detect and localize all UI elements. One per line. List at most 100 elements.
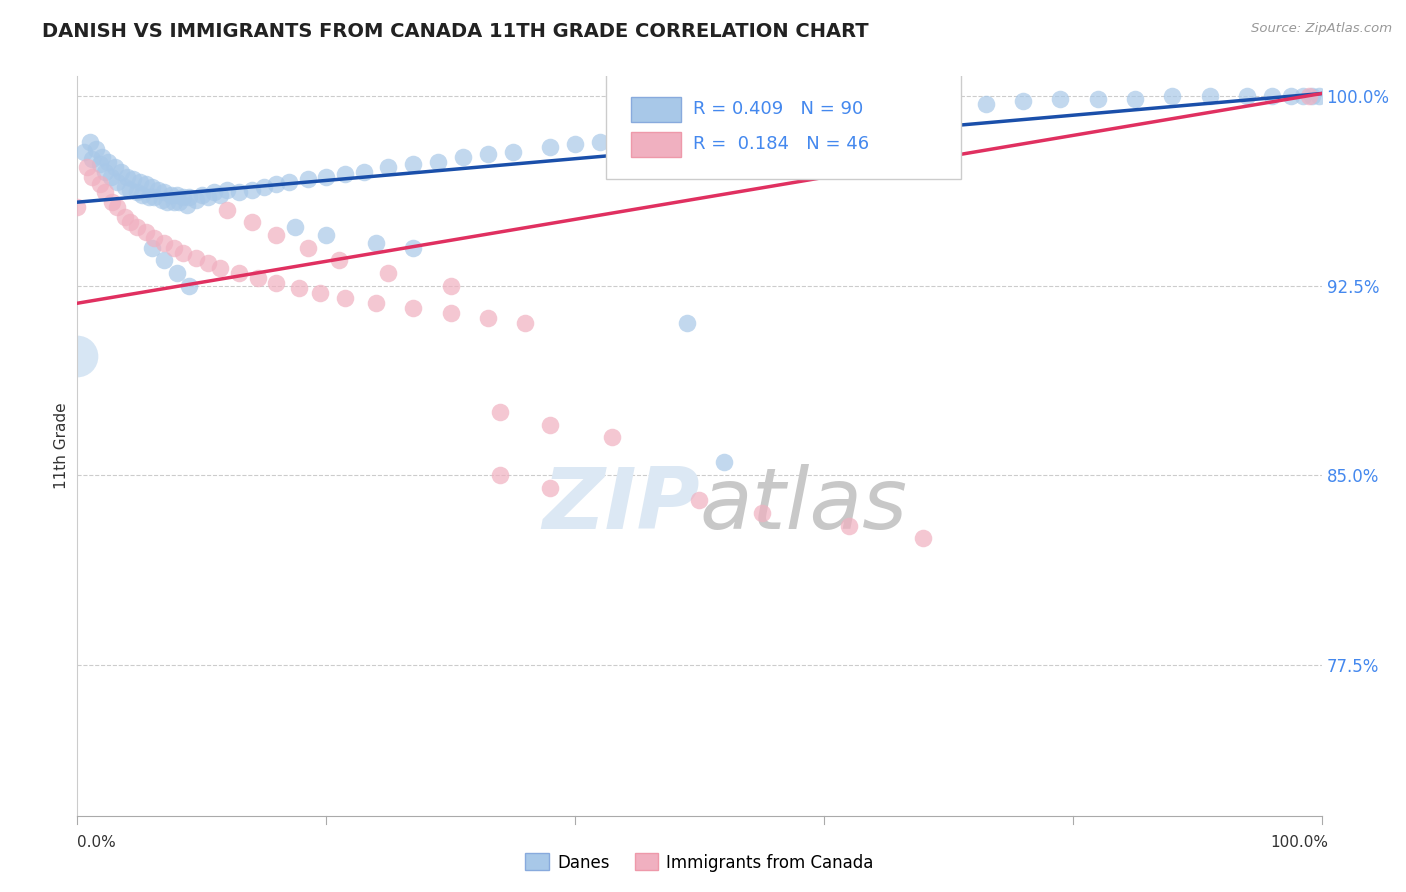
Point [89, 178, 111, 192]
Point [851, 106, 873, 120]
Text: DANISH VS IMMIGRANTS FROM CANADA 11TH GRADE CORRELATION CHART: DANISH VS IMMIGRANTS FROM CANADA 11TH GR… [42, 22, 869, 41]
Point [240, 182, 263, 196]
Point [228, 266, 250, 280]
Point [602, 430, 624, 444]
Point [215, 182, 238, 196]
Point [689, 493, 711, 508]
Point [84, 142, 107, 156]
Point [333, 167, 356, 181]
Point [184, 251, 207, 265]
Point [118, 215, 141, 229]
Point [738, 117, 761, 131]
Point [240, 215, 263, 229]
Point [1292, 89, 1315, 103]
Point [700, 120, 723, 134]
Point [100, 169, 122, 184]
Point [82, 169, 104, 184]
Point [153, 253, 176, 268]
Point [887, 104, 910, 119]
Point [104, 160, 127, 174]
Point [713, 455, 735, 469]
Point [163, 241, 186, 255]
Point [253, 180, 276, 194]
Point [215, 202, 238, 217]
Point [333, 291, 356, 305]
Point [172, 190, 194, 204]
Point [118, 182, 141, 196]
Point [141, 180, 163, 194]
Point [676, 317, 699, 331]
Point [502, 145, 524, 159]
Point [176, 197, 198, 211]
Point [66, 200, 89, 214]
Point [209, 260, 232, 275]
Point [153, 235, 176, 250]
Text: ZIP: ZIP [541, 464, 700, 547]
Point [1198, 89, 1220, 103]
Point [163, 195, 186, 210]
Point [110, 165, 132, 179]
Point [172, 245, 194, 260]
Point [1261, 89, 1284, 103]
Point [1298, 89, 1320, 103]
Point [538, 139, 561, 153]
Point [1087, 91, 1109, 105]
Point [179, 190, 201, 204]
Point [101, 195, 124, 210]
Point [105, 200, 128, 214]
Point [377, 160, 399, 174]
Point [402, 241, 425, 255]
Point [179, 278, 201, 293]
Point [148, 182, 170, 196]
Point [150, 193, 173, 207]
Point [938, 99, 960, 113]
Point [125, 185, 148, 199]
Point [76, 160, 98, 174]
Point [228, 185, 250, 199]
Point [377, 266, 399, 280]
Point [135, 178, 157, 192]
Point [166, 266, 188, 280]
Point [589, 135, 612, 149]
Point [143, 190, 166, 204]
Point [115, 169, 138, 184]
Point [169, 195, 191, 210]
Point [284, 220, 307, 235]
Point [209, 187, 232, 202]
Point [775, 114, 797, 128]
Text: 100.0%: 100.0% [1271, 836, 1329, 850]
Point [477, 311, 499, 326]
FancyBboxPatch shape [606, 72, 960, 179]
Point [315, 169, 337, 184]
Point [297, 172, 319, 186]
Text: R =  0.184   N = 46: R = 0.184 N = 46 [693, 136, 869, 153]
Point [141, 241, 163, 255]
Point [489, 405, 512, 419]
Point [114, 180, 136, 194]
Point [402, 301, 425, 316]
Point [328, 253, 350, 268]
Point [440, 306, 463, 320]
Point [66, 349, 89, 363]
Point [427, 154, 450, 169]
Point [97, 154, 120, 169]
Point [82, 152, 104, 166]
Point [664, 124, 686, 138]
Text: R = 0.409   N = 90: R = 0.409 N = 90 [693, 100, 863, 118]
Point [1301, 89, 1323, 103]
Point [89, 157, 111, 171]
Point [538, 417, 561, 432]
Point [135, 226, 157, 240]
Point [315, 227, 337, 242]
Point [266, 178, 288, 192]
Point [191, 187, 214, 202]
Point [197, 190, 219, 204]
Point [105, 175, 128, 189]
Point [353, 165, 375, 179]
Point [912, 531, 935, 545]
Point [364, 296, 387, 310]
FancyBboxPatch shape [631, 132, 681, 157]
Point [515, 317, 537, 331]
Point [440, 278, 463, 293]
Point [153, 185, 176, 199]
